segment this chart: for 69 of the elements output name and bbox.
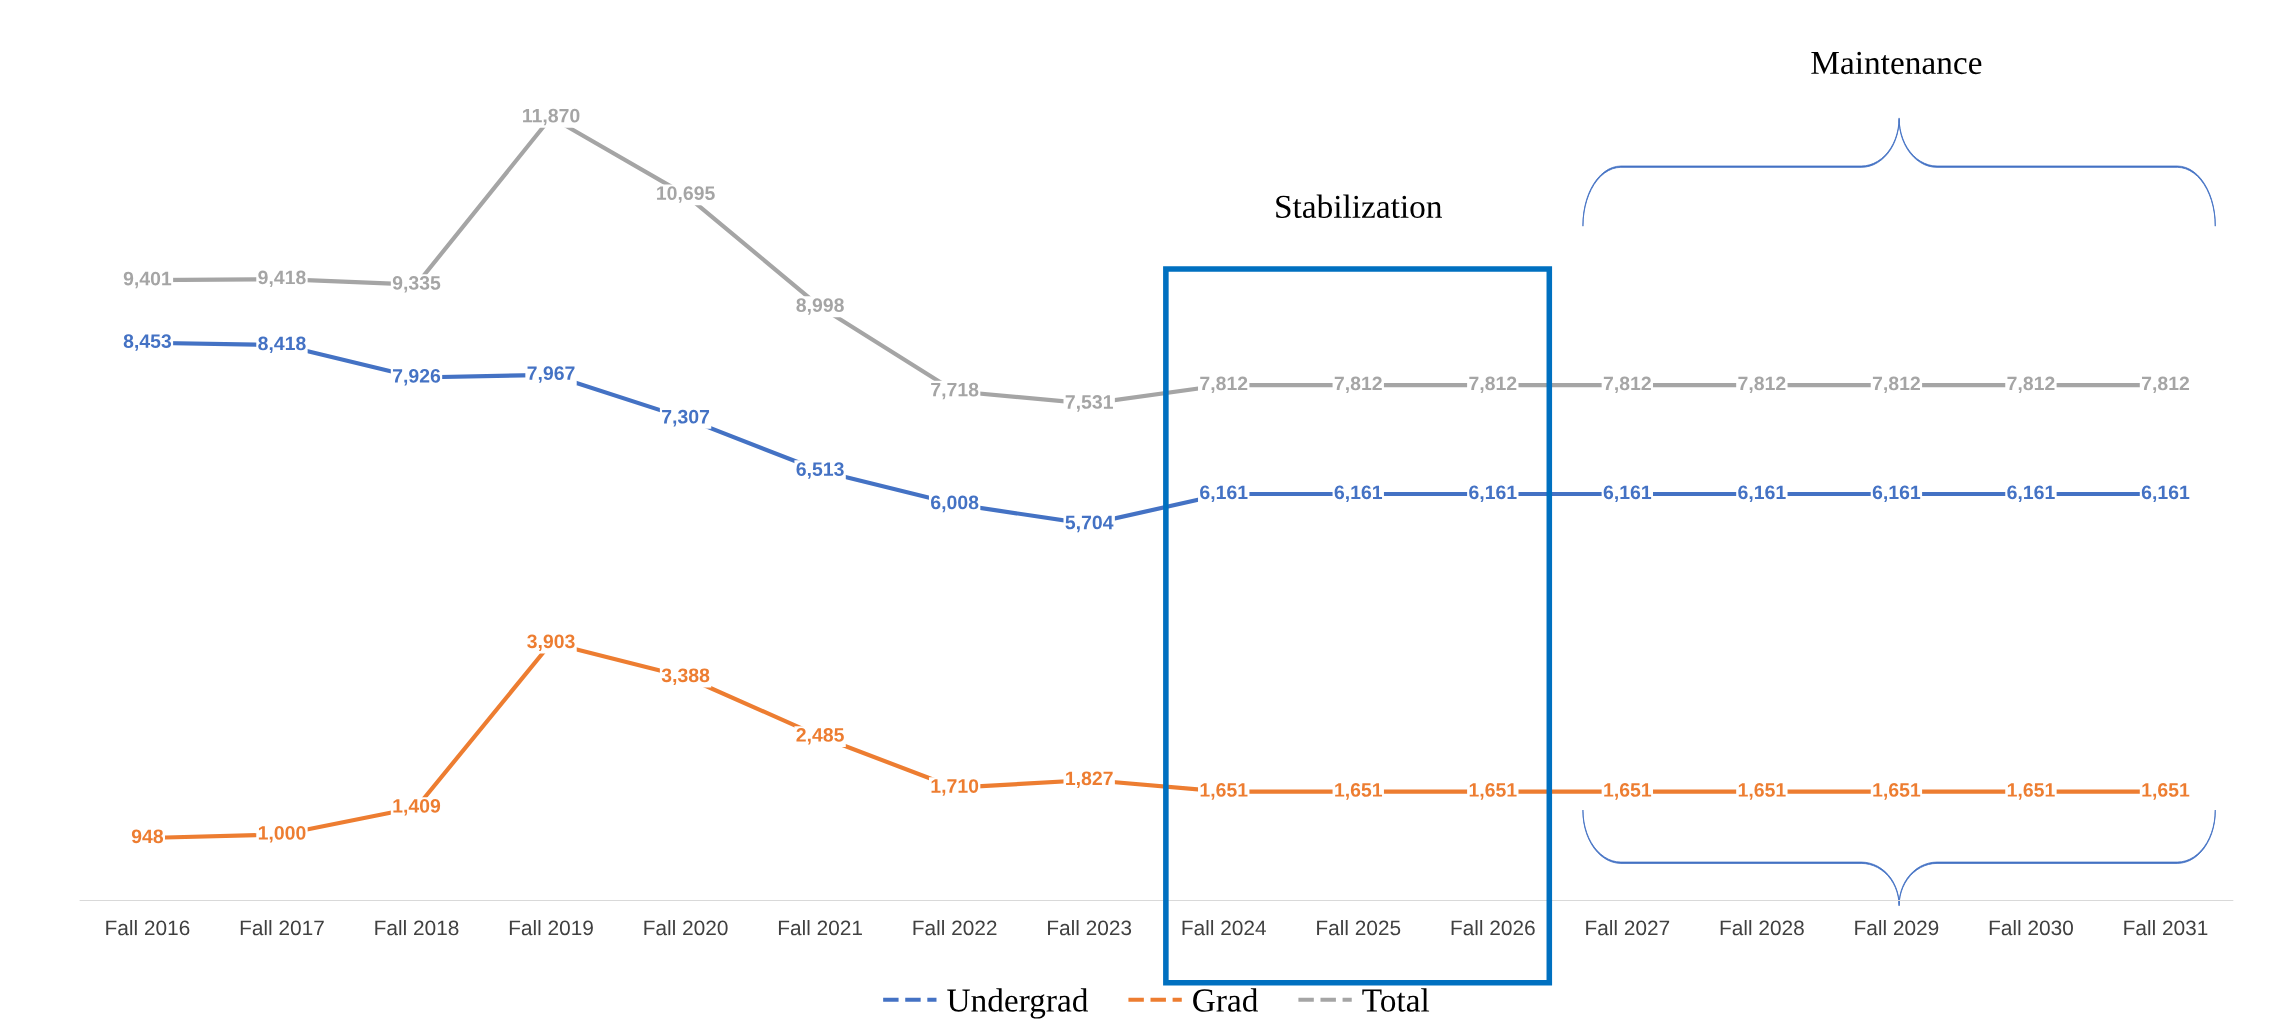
x-tick-label: Fall 2018 (375, 919, 459, 936)
data-label: 10,695 (657, 186, 715, 203)
data-label: 6,161 (1469, 485, 1517, 503)
data-label: 5,704 (1065, 515, 1114, 533)
data-label: 6,008 (931, 495, 979, 513)
data-label: 948 (131, 829, 164, 844)
data-label: 6,161 (1334, 485, 1383, 503)
x-tick-label: Fall 2027 (1586, 919, 1670, 936)
legend-label: Undergrad (947, 988, 1089, 1019)
data-label: 7,812 (1334, 376, 1382, 394)
data-label: 6,161 (1872, 485, 1921, 503)
data-label: 6,161 (2141, 485, 2190, 503)
x-tick-label: Fall 2028 (1720, 919, 1804, 936)
data-label: 1,651 (1469, 783, 1517, 800)
data-label: 1,651 (2142, 783, 2190, 800)
data-label: 1,651 (1335, 783, 1383, 800)
x-tick-label: Fall 2026 (1451, 919, 1535, 936)
x-tick-label: Fall 2019 (509, 919, 593, 936)
data-label: 7,812 (2141, 376, 2190, 394)
annotation: Stabilization (1276, 194, 1442, 219)
data-label: 7,812 (1872, 376, 1920, 394)
data-label: 1,409 (393, 799, 441, 816)
data-label: 7,812 (1469, 376, 1517, 394)
data-label: 8,998 (796, 298, 844, 315)
data-label: 1,651 (1873, 783, 1921, 800)
data-label: 2,485 (796, 728, 844, 745)
data-label: 7,967 (527, 366, 575, 383)
x-tick-label: Fall 2031 (2124, 919, 2208, 936)
data-label: 7,812 (1738, 376, 1786, 394)
x-tick-label: Fall 2017 (240, 919, 324, 936)
legend-label: Grad (1193, 988, 1258, 1012)
data-label: 8,418 (258, 336, 306, 354)
data-label: 1,000 (258, 825, 306, 843)
data-label: 7,926 (393, 368, 441, 386)
legend-label: Total (1362, 988, 1430, 1012)
data-label: 7,812 (2007, 376, 2055, 394)
text: Maintenance (1811, 51, 1982, 75)
data-label: 9,418 (258, 270, 306, 288)
data-label: 9,335 (392, 276, 441, 293)
data-label: 1,651 (2007, 783, 2055, 800)
data-label: 7,718 (931, 382, 979, 400)
data-label: 7,812 (1200, 376, 1248, 394)
x-tick-label: Fall 2016 (106, 919, 190, 936)
data-label: 1,651 (1200, 783, 1248, 800)
data-label: 6,161 (1738, 485, 1786, 503)
data-label: 7,307 (662, 409, 710, 427)
data-label: 1,827 (1066, 771, 1113, 789)
data-label: 1,651 (1738, 783, 1786, 800)
x-tick-label: Fall 2025 (1317, 919, 1401, 936)
data-label: 8,453 (123, 334, 172, 351)
data-label: 3,903 (527, 634, 575, 652)
data-label: 6,513 (796, 462, 844, 479)
data-label: 6,161 (1603, 485, 1652, 503)
x-tick-label: Fall 2029 (1855, 919, 1939, 936)
data-label: 9,401 (123, 271, 172, 289)
x-tick-label: Fall 2022 (913, 919, 997, 936)
x-tick-label: Fall 2030 (1989, 919, 2073, 936)
data-label: 3,388 (661, 668, 710, 686)
data-label: 11,870 (523, 108, 580, 126)
data-label: 6,161 (2007, 485, 2055, 503)
x-tick-label: Fall 2023 (1048, 919, 1132, 936)
x-tick-label: Fall 2024 (1182, 919, 1266, 936)
data-label: 1,710 (931, 779, 979, 796)
x-tick-label: Fall 2020 (644, 919, 728, 936)
x-tick-label: Fall 2021 (778, 919, 862, 936)
data-label: 1,651 (1604, 783, 1652, 800)
data-label: 7,812 (1603, 376, 1651, 394)
data-label: 7,531 (1065, 395, 1113, 412)
data-label: 6,161 (1200, 485, 1248, 503)
